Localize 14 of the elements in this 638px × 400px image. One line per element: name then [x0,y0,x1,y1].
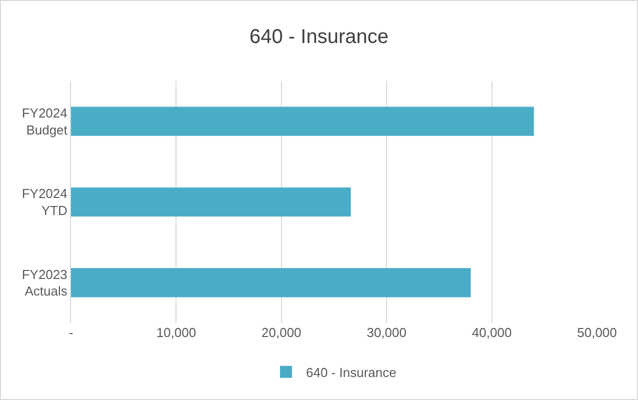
bar [71,268,471,298]
x-tick-label: 40,000 [472,325,512,340]
x-tick-label: - [68,325,74,340]
y-tick-label: FY2024 Budget [22,105,68,138]
x-tick-label: 30,000 [366,325,406,340]
y-tick-label: FY2023 Actuals [22,266,68,299]
x-tick-label: 50,000 [577,325,617,340]
bar [71,106,534,136]
x-tick-label: 20,000 [262,325,302,340]
chart-title: 640 - Insurance [250,26,388,48]
x-tick-label: 10,000 [156,325,196,340]
y-tick-label: FY2024 YTD [22,186,68,218]
bar [71,187,351,217]
legend-label: 640 - Insurance [306,364,396,380]
